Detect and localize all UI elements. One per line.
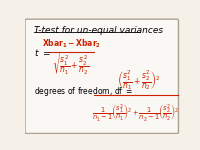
- Text: T-test for un-equal variances: T-test for un-equal variances: [34, 26, 163, 35]
- Text: $\sqrt{\dfrac{s_1^2}{n_1} + \dfrac{s_2^2}{n_2}}$: $\sqrt{\dfrac{s_1^2}{n_1} + \dfrac{s_2^2…: [52, 51, 91, 77]
- FancyBboxPatch shape: [25, 19, 178, 134]
- Text: degrees of freedom, df $=$: degrees of freedom, df $=$: [34, 85, 133, 98]
- Text: $\left(\dfrac{s_1^2}{n_1} + \dfrac{s_2^2}{n_2}\right)^{\!2}$: $\left(\dfrac{s_1^2}{n_1} + \dfrac{s_2^2…: [117, 69, 160, 92]
- Text: $\dfrac{1}{n_1-1}\!\left(\dfrac{s_1^2}{n_1}\right)^{\!2} + \dfrac{1}{n_2-1}\!\le: $\dfrac{1}{n_1-1}\!\left(\dfrac{s_1^2}{n…: [92, 103, 179, 124]
- Text: $t\ =$: $t\ =$: [34, 47, 51, 58]
- Text: $\mathbf{Xbar_1 - Xbar_2}$: $\mathbf{Xbar_1 - Xbar_2}$: [42, 37, 101, 50]
